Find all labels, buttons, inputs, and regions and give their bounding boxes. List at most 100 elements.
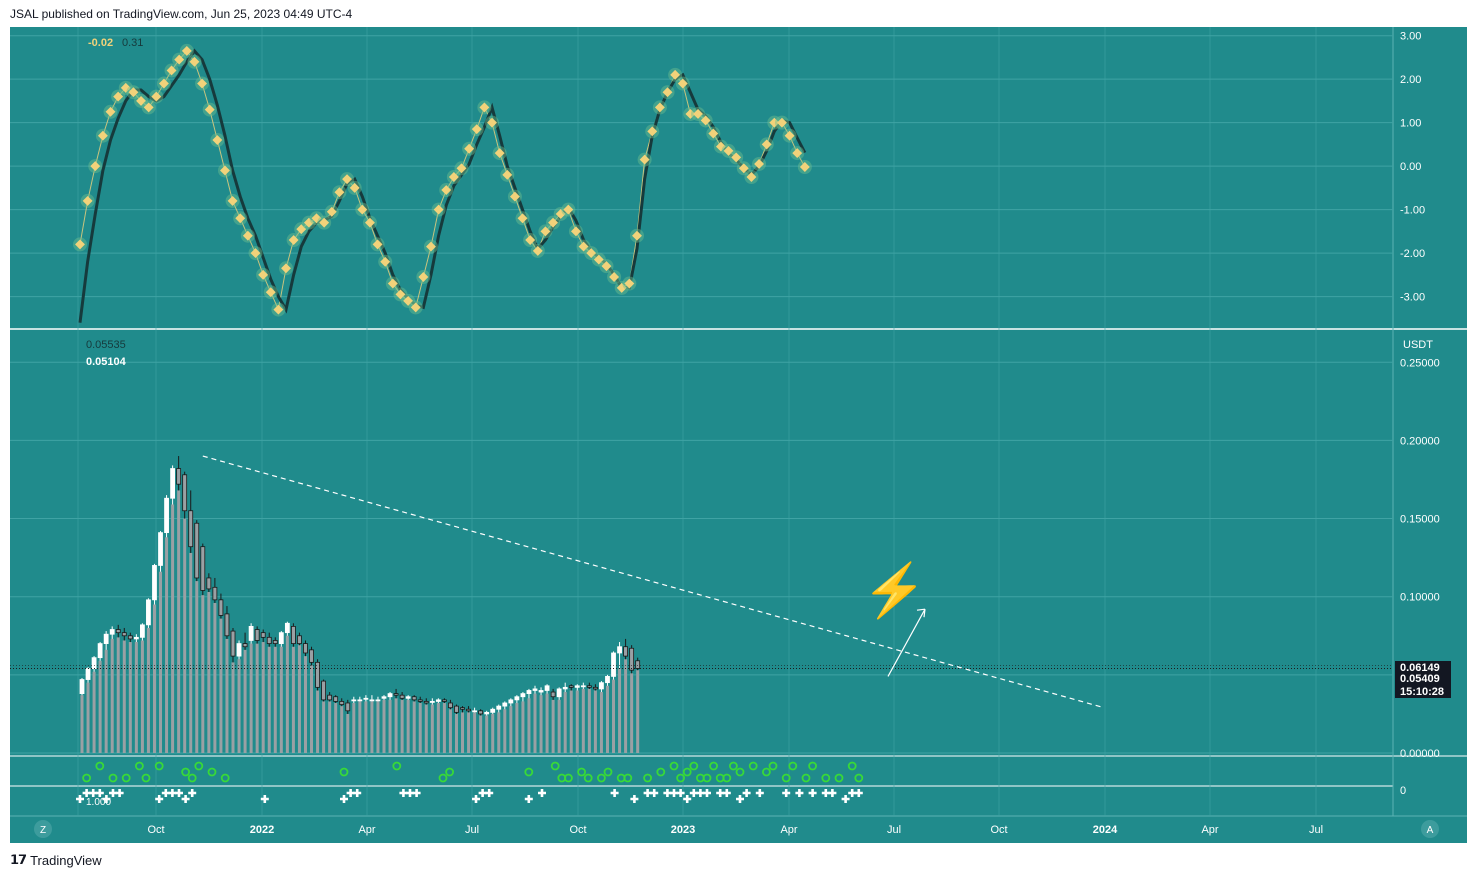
oscillator-dot (731, 152, 742, 163)
oscillator-dot (723, 145, 734, 156)
candle-body (520, 693, 526, 698)
osc-tick-label: -3.00 (1400, 292, 1425, 304)
volume-bar (587, 688, 591, 753)
volume-bar (177, 490, 181, 753)
signal-circle (808, 761, 817, 771)
price-label: 15:10:28 (1400, 686, 1444, 698)
signal-circle (392, 761, 402, 771)
oscillator-dot (799, 162, 810, 172)
tradingview-logo-icon: 𝟭𝟳 (10, 852, 27, 867)
signal-cross (703, 789, 711, 797)
osc-tick-label: 1.00 (1400, 118, 1421, 130)
volume-bar (279, 646, 283, 753)
candle-body (399, 694, 405, 699)
price-tick-label: 0.00000 (1400, 748, 1440, 760)
signal-circle (524, 767, 534, 777)
oscillator-signal-line (78, 48, 807, 323)
volume-bar (569, 690, 573, 753)
signal-circle (682, 767, 692, 777)
tradingview-brand[interactable]: 𝟭𝟳 TradingView (10, 852, 102, 868)
signal-cross (115, 789, 124, 797)
signal-circle (689, 761, 699, 771)
oscillator-dot (471, 124, 482, 135)
oscillator-dot (387, 278, 398, 289)
volume-bar (424, 704, 428, 753)
volume-bar (412, 701, 416, 753)
candle-body (272, 640, 278, 644)
signal-circle (134, 761, 144, 771)
candle-body (297, 635, 302, 644)
signal-cross (854, 789, 863, 797)
volume-bar (98, 660, 102, 753)
volume-bar (165, 537, 169, 753)
candle-body (248, 626, 254, 641)
volume-bar (340, 706, 344, 753)
candle-body (532, 688, 538, 691)
candle-body (502, 702, 508, 707)
candle-body (121, 632, 127, 637)
signal-cross (353, 789, 362, 797)
candle-body (387, 693, 393, 698)
osc-legend-value: 0.31 (122, 37, 143, 49)
auto-scale-button[interactable] (1421, 820, 1439, 838)
candle-body (381, 696, 387, 699)
grid-lines (10, 27, 1393, 816)
volume-bar (346, 713, 350, 753)
oscillator-dot (90, 161, 101, 172)
volume-bar (116, 637, 120, 753)
volume-bar (291, 646, 295, 753)
publish-header: JSAL published on TradingView.com, Jun 2… (10, 7, 353, 21)
oscillator-dot (563, 204, 574, 215)
candle-body (544, 685, 550, 691)
candle-body (284, 622, 290, 634)
price-tick-label: 0.15000 (1400, 514, 1440, 526)
oscillator-dot (769, 117, 780, 128)
price-tick-label: 0.10000 (1400, 592, 1440, 604)
signal-cross (188, 789, 197, 797)
candle-body (448, 702, 453, 709)
signal-circle (788, 761, 798, 771)
oscillator-dot (113, 91, 124, 102)
signal-circle (220, 773, 230, 783)
signal-circle (82, 773, 91, 783)
volume-bar (134, 642, 138, 753)
volume-bar (503, 709, 507, 753)
candle-body (260, 632, 266, 638)
oscillator-dot (792, 148, 803, 159)
volume-bar (273, 646, 277, 753)
oscillator-dot (342, 174, 352, 185)
volume-bar (382, 699, 386, 753)
volume-bar (624, 659, 628, 753)
signal-circle (854, 773, 864, 783)
candle-body (580, 685, 586, 688)
volume-bar (388, 699, 392, 753)
oscillator-dot (624, 278, 635, 289)
volume-bar (80, 695, 84, 753)
oscillator-dot (586, 248, 597, 259)
zoom-button[interactable] (34, 820, 52, 838)
signal-circle (709, 761, 718, 771)
volume-bar (515, 702, 519, 753)
oscillator-dot (555, 209, 566, 219)
oscillator-dot (265, 287, 276, 298)
signal-cross (95, 789, 104, 797)
time-tick-label: Jul (887, 824, 901, 836)
price-pane: 0.05535 0.05104 ⚡ (10, 339, 1393, 753)
volume-bar (225, 638, 229, 753)
candle-body (303, 643, 308, 654)
price-legend-value: 0.05104 (86, 356, 127, 368)
volume-bar (146, 627, 150, 753)
oscillator-dot (151, 91, 162, 102)
candle-body (562, 686, 568, 690)
oscillator-dot (166, 65, 177, 76)
trendline (202, 455, 1105, 709)
volume-bar (249, 643, 253, 753)
oscillator-dot (433, 204, 444, 215)
signal-circle (801, 773, 811, 783)
osc-tick-label: -1.00 (1400, 205, 1425, 217)
signal-circle (847, 761, 857, 771)
candle-body (164, 497, 169, 534)
volume-bar (527, 698, 531, 753)
signal-circle (550, 761, 560, 771)
